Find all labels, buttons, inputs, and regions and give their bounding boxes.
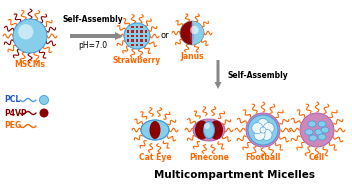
Ellipse shape	[318, 121, 326, 127]
Text: MSCMs: MSCMs	[14, 60, 45, 69]
Bar	[145, 30, 147, 33]
Bar	[140, 26, 143, 28]
Text: PCL: PCL	[4, 95, 20, 105]
Ellipse shape	[190, 22, 194, 44]
Circle shape	[13, 19, 47, 53]
Bar	[127, 39, 129, 42]
Text: Multicompartment Micelles: Multicompartment Micelles	[153, 170, 314, 180]
Text: Self-Assembly: Self-Assembly	[63, 15, 123, 24]
Circle shape	[18, 24, 33, 39]
Bar	[131, 44, 134, 46]
Bar	[127, 35, 129, 37]
Bar	[140, 44, 143, 46]
Circle shape	[258, 119, 269, 129]
Circle shape	[124, 23, 150, 49]
Bar	[136, 35, 138, 37]
Circle shape	[190, 26, 199, 34]
Ellipse shape	[321, 127, 329, 133]
Bar	[136, 26, 138, 28]
Bar	[127, 30, 129, 33]
Bar	[131, 30, 134, 33]
FancyArrow shape	[70, 32, 123, 40]
Ellipse shape	[308, 121, 316, 127]
Text: or: or	[161, 32, 169, 40]
Text: P4VP: P4VP	[4, 108, 27, 118]
Ellipse shape	[315, 129, 323, 135]
Circle shape	[252, 123, 263, 134]
Circle shape	[246, 113, 280, 147]
Text: Strawberry: Strawberry	[113, 56, 161, 65]
Bar	[145, 39, 147, 42]
Bar	[140, 35, 143, 37]
Bar	[136, 30, 138, 33]
Circle shape	[261, 129, 272, 140]
Circle shape	[39, 108, 49, 118]
Circle shape	[248, 115, 278, 145]
Text: Cell: Cell	[309, 153, 325, 162]
Bar	[136, 39, 138, 42]
Bar	[140, 30, 143, 33]
Bar	[140, 39, 143, 42]
Ellipse shape	[305, 129, 313, 135]
Bar	[131, 26, 134, 28]
Text: Football: Football	[245, 153, 281, 162]
Text: Pinecone: Pinecone	[189, 153, 229, 162]
Text: pH=7.0: pH=7.0	[78, 41, 108, 50]
Ellipse shape	[309, 135, 317, 141]
Bar	[131, 35, 134, 37]
Circle shape	[300, 113, 334, 147]
FancyArrow shape	[214, 60, 221, 89]
Bar	[136, 44, 138, 46]
Text: Self-Assembly: Self-Assembly	[228, 70, 289, 80]
Wedge shape	[180, 21, 192, 45]
Circle shape	[260, 127, 266, 133]
Circle shape	[39, 95, 49, 105]
Ellipse shape	[195, 121, 209, 139]
Text: Cat Eye: Cat Eye	[139, 153, 171, 162]
Ellipse shape	[141, 120, 169, 140]
Bar	[131, 39, 134, 42]
Circle shape	[204, 123, 210, 129]
Wedge shape	[192, 21, 204, 45]
Text: Janus: Janus	[180, 52, 204, 61]
Text: PEG: PEG	[4, 122, 21, 130]
Circle shape	[263, 123, 274, 134]
Ellipse shape	[209, 121, 223, 139]
Circle shape	[254, 129, 265, 140]
Bar	[145, 35, 147, 37]
Ellipse shape	[318, 134, 326, 140]
Ellipse shape	[193, 119, 225, 141]
Ellipse shape	[203, 122, 214, 139]
Ellipse shape	[150, 121, 161, 139]
